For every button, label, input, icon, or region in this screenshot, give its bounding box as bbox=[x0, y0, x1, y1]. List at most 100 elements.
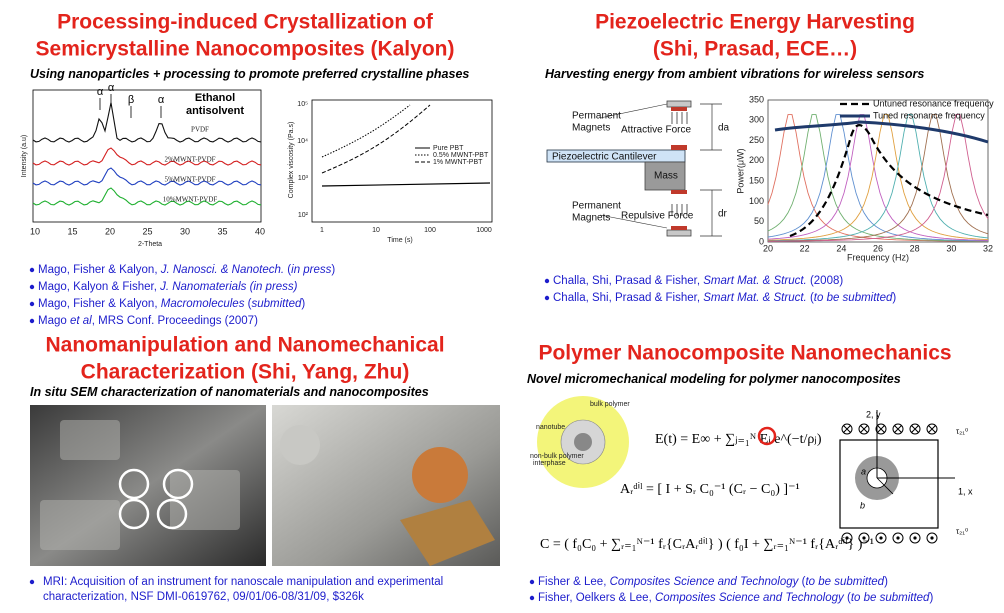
text-run: to be submitted bbox=[805, 576, 884, 588]
traction-into bbox=[875, 423, 887, 435]
text-run: Mago bbox=[38, 315, 70, 327]
bullet bbox=[29, 284, 35, 290]
xrd-curve bbox=[32, 167, 262, 186]
magnet-pole bbox=[671, 226, 687, 230]
y-tick-label: 10³ bbox=[298, 175, 309, 182]
reference: Mago, Fisher & Kalyon, Macromolecules (s… bbox=[38, 298, 305, 310]
text-run: Composites Science and Technology bbox=[610, 576, 800, 588]
photo-detail bbox=[40, 500, 120, 550]
text-run: Smart Mat. & Struct. bbox=[703, 275, 807, 287]
text-run: (2008) bbox=[807, 275, 844, 287]
traction-out bbox=[930, 536, 934, 540]
xrd-curve bbox=[32, 147, 262, 166]
traction-into bbox=[858, 423, 870, 435]
traction-out bbox=[896, 536, 900, 540]
photo-detail bbox=[170, 470, 240, 530]
bullet bbox=[529, 595, 535, 601]
text-run: Composites Science and Technology bbox=[655, 592, 845, 604]
power-curve bbox=[767, 114, 989, 242]
y-tick-label: 250 bbox=[749, 135, 764, 145]
text-run: to be submitted bbox=[851, 592, 930, 604]
highlight-ring bbox=[118, 498, 150, 530]
legend-label: Pure PBT bbox=[433, 145, 464, 152]
traction-into bbox=[911, 425, 919, 433]
section-subtitle: Using nanoparticles + processing to prom… bbox=[30, 67, 469, 81]
legend-label: 1% MWNT-PBT bbox=[433, 159, 483, 166]
reference: Fisher & Lee, Composites Science and Tec… bbox=[538, 576, 888, 588]
reference: Mago, Fisher & Kalyon, J. Nanosci. & Nan… bbox=[38, 264, 335, 276]
bullet bbox=[29, 301, 35, 307]
power-curve bbox=[767, 114, 989, 242]
y-tick-label: 10⁴ bbox=[297, 138, 308, 145]
curve-label: PVDF bbox=[191, 126, 209, 134]
text-run: SEM characterization of nanomaterials an… bbox=[67, 385, 429, 399]
traction-out bbox=[909, 532, 921, 544]
power-curve bbox=[767, 114, 989, 241]
axis-label: b bbox=[860, 500, 865, 510]
y-tick-label: 350 bbox=[749, 94, 764, 104]
mass bbox=[644, 161, 686, 191]
cantilever-pole bbox=[671, 145, 687, 150]
traction-into bbox=[892, 423, 904, 435]
curve-label: 2%MWNT-PVDF bbox=[164, 156, 215, 164]
axis-label: a bbox=[861, 466, 866, 476]
x-tick-label: 24 bbox=[836, 243, 846, 253]
section-title: (Shi, Prasad, ECE…) bbox=[653, 38, 857, 61]
diagram-label: da bbox=[718, 123, 730, 134]
nanotube bbox=[574, 433, 592, 451]
x-tick-label: 100 bbox=[424, 227, 436, 234]
legend-label: Tuned resonance frequency bbox=[873, 110, 985, 120]
mass-pole bbox=[671, 190, 687, 194]
y-tick-label: 0 bbox=[759, 236, 764, 246]
bullet bbox=[29, 579, 35, 585]
x-tick-label: 26 bbox=[873, 243, 883, 253]
y-tick-label: 150 bbox=[749, 176, 764, 186]
diagram-label: Piezoelectric Cantilever bbox=[552, 152, 657, 163]
x-tick-label: 10 bbox=[30, 226, 40, 236]
text-run: Smart Mat. & Struct. bbox=[703, 292, 807, 304]
axis-label: 2, y bbox=[866, 409, 881, 419]
curve-label: 10%MWNT-PVDF bbox=[163, 196, 218, 204]
traction-out bbox=[841, 532, 853, 544]
power-curve bbox=[768, 114, 989, 242]
xrd-curve bbox=[32, 187, 262, 206]
text-run: ( bbox=[284, 264, 291, 276]
curve-label: 5%MWNT-PVDF bbox=[164, 176, 215, 184]
text-run: Using nanoparticles + processing to prom… bbox=[30, 67, 469, 81]
x-tick-label: 40 bbox=[255, 226, 265, 236]
text-run: J. Nanosci. & Nanotech. bbox=[160, 264, 284, 276]
text-run: ) bbox=[301, 298, 305, 310]
text-run: In situ bbox=[30, 385, 67, 399]
reference: Fisher, Oelkers & Lee, Composites Scienc… bbox=[538, 592, 933, 604]
text-run: Mago, Kalyon & Fisher, bbox=[38, 281, 160, 293]
traction-into bbox=[894, 425, 902, 433]
traction-into bbox=[877, 425, 885, 433]
diagram-label: Permanent bbox=[572, 201, 621, 212]
bullet bbox=[529, 579, 535, 585]
y-tick-label: 50 bbox=[754, 216, 764, 226]
text-run: ) bbox=[892, 292, 896, 304]
y-axis-label: Complex viscosity (Pa.s) bbox=[288, 122, 295, 199]
viscosity-curve bbox=[321, 182, 491, 187]
traction-out bbox=[858, 532, 870, 544]
legend-label: Untuned resonance frequency bbox=[873, 98, 994, 108]
text-run: J. Nanomaterials (in press) bbox=[159, 281, 298, 293]
xrd-frame bbox=[32, 89, 262, 223]
traction-into bbox=[841, 423, 853, 435]
section-title: Semicrystalline Nanocomposites (Kalyon) bbox=[36, 38, 455, 61]
section-title: Piezoelectric Energy Harvesting bbox=[595, 11, 915, 34]
reference: Challa, Shi, Prasad & Fisher, Smart Mat.… bbox=[553, 292, 896, 304]
x-tick-label: 10 bbox=[372, 227, 380, 234]
x-tick-label: 20 bbox=[763, 243, 773, 253]
text-run: Challa, Shi, Prasad & Fisher, bbox=[553, 292, 703, 304]
untuned-curve bbox=[789, 124, 989, 238]
x-tick-label: 25 bbox=[142, 226, 152, 236]
magnet bbox=[666, 229, 692, 237]
traction-out bbox=[926, 532, 938, 544]
section-subtitle: Harvesting energy from ambient vibration… bbox=[545, 67, 924, 81]
photo-detail bbox=[412, 447, 468, 503]
traction-into bbox=[860, 425, 868, 433]
highlight-ring bbox=[118, 468, 150, 500]
bullet bbox=[544, 278, 550, 284]
traction-out bbox=[913, 536, 917, 540]
